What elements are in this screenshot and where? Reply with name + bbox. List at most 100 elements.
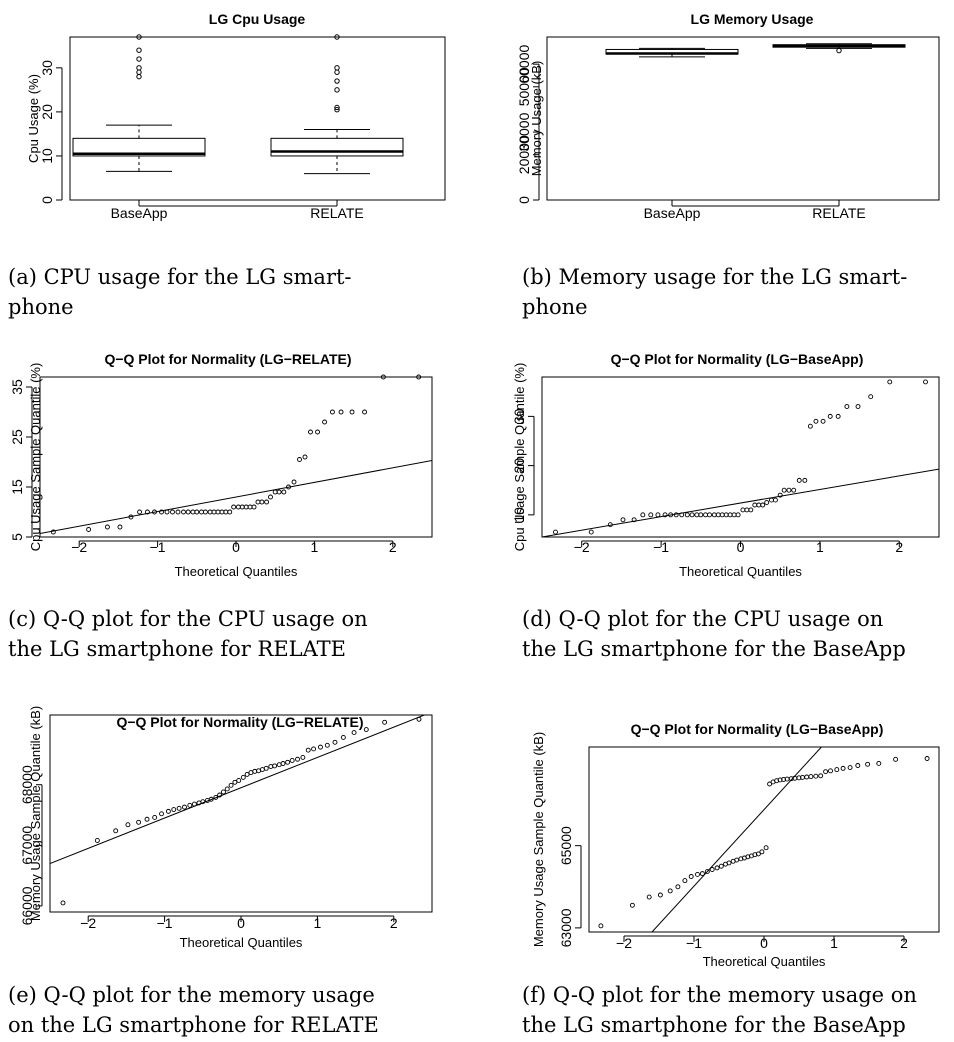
qq-point	[727, 512, 733, 518]
qq-point	[187, 802, 193, 808]
qq-point	[834, 767, 840, 773]
qq-point	[734, 857, 740, 863]
qq-point	[144, 509, 150, 515]
chart-d-x-tick-label: 2	[895, 539, 903, 555]
qq-point	[707, 512, 712, 518]
qq-point	[788, 776, 794, 782]
box-iqr	[72, 137, 206, 157]
chart-b-memory-boxplot: LG Memory Usage Memory Usage (kB) 0 20000 30…	[477, 0, 954, 255]
qq-point	[268, 764, 274, 769]
qq-point	[171, 807, 177, 813]
qq-point	[781, 777, 787, 782]
box-outlier	[334, 78, 340, 84]
qq-point	[281, 489, 287, 495]
qq-point	[781, 487, 787, 493]
qq-point	[302, 454, 308, 460]
chart-c-x-tick-label: −2	[71, 539, 87, 555]
qq-point	[208, 796, 214, 802]
qq-point	[137, 509, 143, 515]
chart-f-y-tick-label: 63000	[558, 908, 574, 947]
caption-b-line-1: (b) Memory usage for the LG smart-	[522, 265, 908, 289]
qq-point	[844, 404, 850, 409]
qq-point	[764, 500, 770, 505]
chart-c-x-tick-label: −1	[150, 539, 166, 555]
qq-point	[744, 507, 750, 513]
qq-point	[588, 529, 594, 535]
qq-point	[923, 379, 928, 385]
qq-point	[232, 779, 238, 785]
chart-c-plot-frame	[39, 376, 433, 538]
qq-point	[719, 512, 725, 518]
chart-c-title: Q−Q Plot for Normality (LG−RELATE)	[104, 351, 351, 367]
chart-b-plot-frame	[546, 36, 940, 201]
qq-point	[704, 869, 710, 875]
qq-point	[175, 509, 181, 515]
qq-point	[215, 509, 221, 515]
qq-point	[813, 418, 819, 424]
qq-point	[709, 867, 715, 872]
qq-point	[607, 522, 613, 528]
chart-c-reference-line	[40, 460, 432, 534]
qq-point	[125, 822, 131, 828]
qq-point	[182, 804, 187, 810]
qq-point	[231, 504, 237, 510]
caption-b-line-2: phone	[522, 295, 588, 319]
chart-f-qq-memory-baseapp: Q−Q Plot for Normality (LG−BaseApp) Memor…	[477, 700, 954, 969]
chart-a-title: LG Cpu Usage	[209, 11, 306, 27]
qq-point	[827, 413, 833, 419]
qq-point	[828, 768, 833, 774]
chart-c-y-axis-label: Cpu Usage Sample Quantile (%)	[28, 363, 43, 552]
qq-point	[893, 756, 899, 762]
qq-point	[731, 512, 737, 518]
caption-e-line-1: (e) Q-Q plot for the memory usage	[8, 983, 375, 1007]
qq-point	[818, 773, 824, 779]
qq-point	[247, 504, 253, 510]
qq-point	[190, 509, 196, 515]
qq-point	[295, 756, 300, 762]
chart-f-title: Q−Q Plot for Normality (LG−BaseApp)	[631, 721, 884, 737]
qq-point	[213, 794, 219, 800]
qq-point	[240, 774, 246, 780]
qq-point	[217, 792, 223, 798]
qq-point	[694, 512, 700, 518]
qq-point	[362, 409, 368, 415]
qq-point	[813, 773, 819, 779]
qq-point	[202, 509, 208, 515]
qq-point	[113, 828, 119, 834]
qq-point	[211, 509, 217, 515]
box-outlier	[334, 34, 340, 40]
qq-point	[711, 512, 717, 518]
qq-point	[50, 529, 56, 535]
qq-point	[363, 727, 369, 732]
chart-d-x-tick-label: 0	[737, 539, 745, 555]
qq-point	[718, 863, 724, 869]
caption-c: (c) Q-Q plot for the CPU usage on the LG…	[8, 604, 368, 664]
qq-point	[289, 758, 295, 763]
chart-f-x-tick-label: 1	[830, 935, 838, 951]
qq-point	[300, 754, 306, 760]
qq-point	[224, 786, 230, 792]
box-outlier	[334, 106, 340, 113]
qq-point	[235, 504, 241, 510]
caption-f: (f) Q-Q plot for the memory usage on the…	[522, 980, 917, 1040]
chart-e-title: Q−Q Plot for Normality (LG−RELATE)	[116, 714, 363, 730]
qq-point	[382, 719, 388, 725]
qq-point	[631, 517, 637, 523]
qq-point	[703, 512, 709, 518]
chart-e-y-tick-label: 67000	[19, 826, 35, 865]
caption-c-line-1: (c) Q-Q plot for the CPU usage on	[8, 607, 368, 631]
qq-point	[887, 379, 893, 385]
qq-point	[252, 768, 258, 774]
chart-c-y-tick-label: 35	[9, 379, 25, 395]
qq-point	[688, 874, 694, 879]
chart-f-plot-frame	[588, 746, 940, 933]
qq-point	[159, 509, 164, 515]
qq-point	[924, 756, 930, 761]
chart-d-qq-cpu-baseapp: Q−Q Plot for Normality (LG−BaseApp) Cpu U…	[477, 340, 954, 595]
chart-d-x-tick-label: −2	[574, 539, 590, 555]
qq-point	[786, 487, 792, 493]
box-outlier	[334, 65, 340, 71]
chart-d-y-tick-label: 20	[511, 458, 527, 474]
qq-point	[740, 507, 746, 513]
chart-e-svg: Q−Q Plot for Normality (LG−RELATE) Memory…	[19, 706, 433, 950]
